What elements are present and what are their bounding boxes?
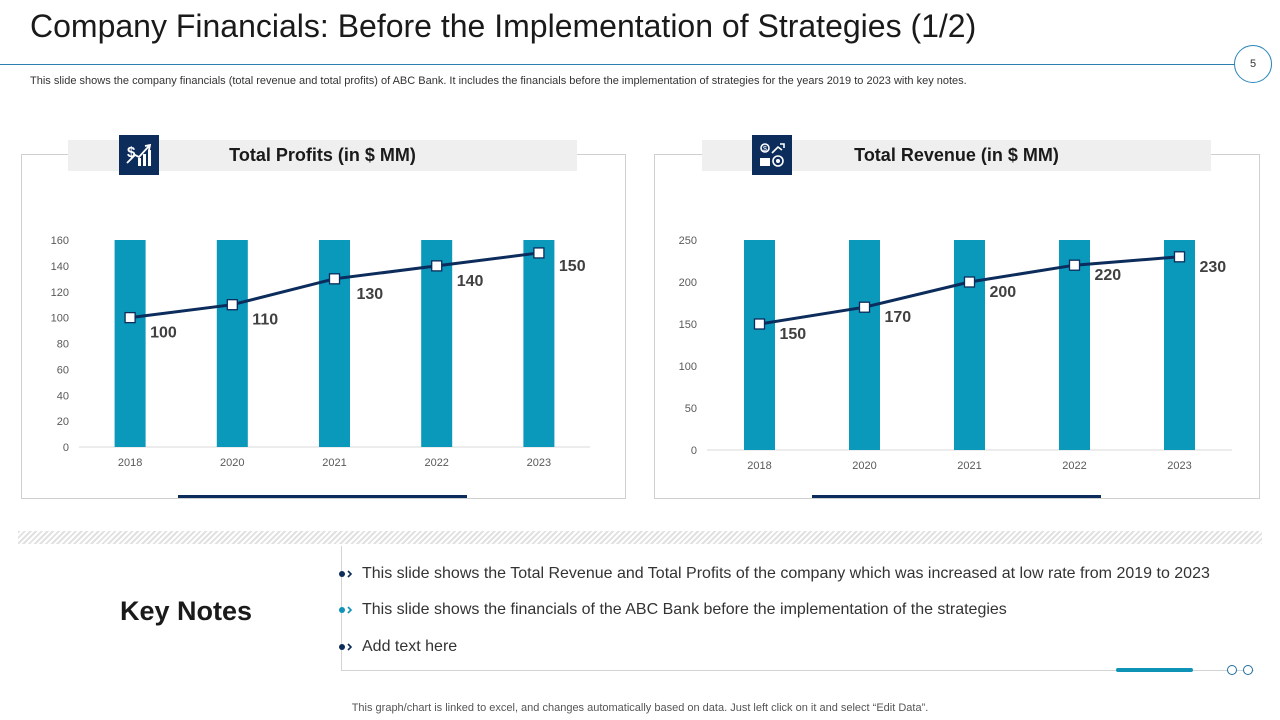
profits-y-tick-label: 40 — [57, 390, 69, 402]
revenue-y-tick-label: 200 — [679, 277, 697, 289]
profits-data-point — [431, 260, 443, 272]
profits-y-tick-label: 100 — [51, 313, 69, 325]
revenue-data-label: 200 — [990, 284, 1017, 301]
revenue-data-label: 230 — [1200, 259, 1227, 276]
profits-panel-underline — [178, 495, 467, 498]
revenue-data-point — [963, 276, 976, 288]
svg-text:$: $ — [127, 144, 136, 161]
revenue-y-tick-label: 250 — [679, 235, 697, 247]
revenue-x-tick-label: 2020 — [852, 460, 876, 472]
revenue-data-label: 220 — [1095, 267, 1122, 284]
key-note-text: This slide shows the financials of the A… — [362, 601, 1007, 618]
bullet-icon — [339, 570, 353, 578]
profits-y-tick-label: 20 — [57, 416, 69, 428]
title-rule — [0, 64, 1238, 65]
hatched-divider — [18, 531, 1262, 544]
key-note-text: Add text here — [362, 638, 458, 655]
svg-text:$: $ — [763, 146, 767, 153]
revenue-y-tick-label: 50 — [685, 403, 697, 415]
revenue-y-tick-label: 150 — [679, 319, 697, 331]
profits-x-tick-label: 2018 — [118, 457, 142, 469]
footer-note: This graph/chart is linked to excel, and… — [351, 702, 929, 714]
page-number-badge: 5 — [1234, 45, 1272, 83]
key-notes-heading: Key Notes — [120, 596, 253, 626]
dollar-growth-chart-icon: $ — [119, 135, 159, 175]
key-note-item: Add text here — [338, 636, 457, 658]
profits-x-tick-label: 2021 — [322, 457, 346, 469]
revenue-bar — [954, 240, 985, 450]
bullet-dot — [339, 607, 345, 613]
profits-data-label: 110 — [252, 312, 278, 329]
profits-x-tick-label: 2020 — [220, 457, 244, 469]
page-number: 5 — [1249, 58, 1257, 70]
revenue-panel-underline — [812, 495, 1101, 498]
revenue-y-tick-label: 100 — [679, 361, 697, 373]
revenue-y-tick-label: 0 — [691, 445, 697, 457]
key-note-item: This slide shows the financials of the A… — [338, 599, 1007, 621]
profits-bar — [216, 240, 248, 447]
revenue-x-tick-label: 2021 — [957, 460, 981, 472]
profits-y-tick-label: 0 — [63, 442, 69, 454]
notes-divider-horizontal — [341, 670, 1254, 671]
profits-data-label: 140 — [457, 273, 484, 290]
profits-x-tick-label: 2023 — [527, 457, 551, 469]
revenue-x-tick-label: 2023 — [1167, 460, 1191, 472]
bullet-icon — [339, 606, 353, 614]
accent-bar — [1116, 668, 1193, 672]
profits-y-tick-label: 160 — [51, 235, 69, 247]
profits-bar — [319, 240, 350, 447]
profits-x-tick-label: 2022 — [424, 457, 448, 469]
profits-y-tick-label: 80 — [57, 339, 69, 351]
key-note-text: This slide shows the Total Revenue and T… — [362, 565, 1210, 582]
revenue-bar — [849, 240, 880, 450]
revenue-bar — [1059, 240, 1090, 450]
slide-title: Company Financials: Before the Implement… — [30, 8, 977, 44]
profits-bar — [421, 240, 453, 447]
profits-data-point — [533, 247, 545, 259]
revenue-bar — [744, 240, 775, 450]
profits-bar — [523, 240, 555, 447]
bullet-dot — [339, 644, 345, 650]
key-note-item: This slide shows the Total Revenue and T… — [338, 563, 1210, 585]
money-target-growth-icon: $ — [752, 135, 792, 175]
revenue-data-point — [1068, 259, 1081, 271]
revenue-x-tick-label: 2018 — [747, 460, 771, 472]
revenue-data-label: 150 — [780, 326, 807, 343]
profits-y-tick-label: 140 — [51, 261, 69, 273]
profits-y-tick-label: 60 — [57, 364, 69, 376]
nav-dot[interactable] — [1243, 665, 1253, 675]
profits-data-label: 100 — [150, 325, 177, 342]
profits-bar — [114, 240, 146, 447]
revenue-data-point — [858, 301, 871, 313]
bullet-icon — [339, 643, 353, 651]
profits-data-point — [124, 311, 136, 324]
profits-data-point — [226, 299, 238, 311]
revenue-bar — [1164, 240, 1195, 450]
profits-data-point — [328, 273, 341, 285]
profits-y-tick-label: 120 — [51, 287, 69, 299]
revenue-data-point — [753, 318, 766, 330]
profits-data-label: 150 — [559, 258, 586, 275]
bullet-dot — [339, 571, 345, 577]
revenue-x-tick-label: 2022 — [1062, 460, 1086, 472]
profits-data-label: 130 — [357, 286, 384, 303]
slide-subtitle: This slide shows the company financials … — [30, 75, 967, 87]
revenue-data-point — [1173, 251, 1186, 263]
revenue-data-label: 170 — [885, 309, 912, 326]
nav-dot[interactable] — [1227, 665, 1237, 675]
